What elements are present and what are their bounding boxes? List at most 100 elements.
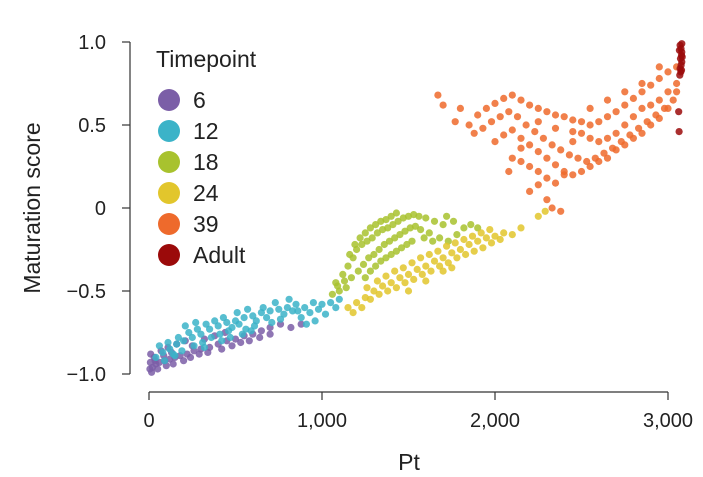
data-point-18 (354, 267, 362, 275)
data-point-12 (171, 352, 179, 360)
data-point-18 (394, 217, 402, 225)
data-point-12 (159, 348, 167, 356)
data-point-39 (629, 134, 638, 142)
data-point-24 (517, 224, 525, 232)
data-point-12 (181, 322, 189, 330)
data-point-12 (321, 310, 330, 318)
data-point-12 (164, 338, 172, 347)
data-point-12 (207, 333, 215, 342)
legend-label-12: 12 (193, 118, 219, 144)
data-point-24 (500, 229, 508, 237)
data-point-24 (425, 250, 433, 259)
data-point-39 (534, 104, 542, 112)
data-point-12 (297, 314, 305, 322)
data-point-12 (219, 314, 227, 322)
data-point-24 (382, 272, 390, 280)
data-point-39 (603, 154, 612, 162)
data-point-39 (655, 63, 663, 71)
data-point-39 (526, 141, 534, 149)
data-point-12 (283, 304, 291, 312)
data-point-adult (677, 66, 686, 74)
data-point-18 (372, 262, 380, 270)
data-point-12 (174, 333, 182, 342)
data-point-39 (451, 118, 459, 126)
data-point-12 (289, 307, 297, 315)
data-point-39 (522, 121, 530, 129)
data-point-18 (403, 240, 411, 249)
data-point-12 (211, 317, 219, 325)
data-point-18 (443, 212, 451, 220)
data-point-12 (233, 309, 241, 317)
data-point-39 (534, 167, 542, 176)
data-point-39 (565, 151, 574, 159)
data-point-6 (266, 330, 274, 338)
data-point-39 (569, 116, 577, 124)
data-point-24 (422, 262, 430, 270)
data-point-39 (577, 118, 586, 126)
data-point-39 (664, 104, 672, 112)
data-point-24 (430, 257, 439, 265)
y-axis-title: Maturation score (19, 122, 45, 293)
data-point-12 (247, 327, 255, 335)
data-point-39 (517, 134, 525, 142)
data-point-18 (420, 234, 428, 242)
data-point-24 (436, 262, 444, 270)
data-point-adult (675, 108, 683, 116)
data-point-39 (603, 113, 612, 121)
data-point-39 (647, 121, 655, 129)
data-point-24 (375, 290, 383, 298)
data-point-18 (344, 262, 352, 270)
data-point-39 (439, 101, 447, 109)
data-point-18 (385, 237, 394, 245)
data-point-6 (154, 365, 162, 373)
data-point-12 (214, 322, 222, 330)
data-point-12 (292, 300, 300, 308)
data-point-18 (358, 240, 366, 249)
data-point-39 (543, 154, 551, 162)
data-point-6 (287, 323, 295, 332)
data-point-39 (621, 121, 629, 129)
x-tick-label: 0 (143, 410, 154, 432)
data-point-39 (638, 129, 646, 137)
data-point-adult (675, 128, 683, 136)
legend-swatch-39 (158, 213, 180, 235)
data-point-39 (600, 149, 608, 157)
data-point-24 (439, 267, 447, 275)
legend-swatch-24 (158, 182, 180, 204)
data-point-18 (328, 290, 336, 298)
data-point-18 (398, 244, 406, 252)
data-point-39 (543, 196, 551, 204)
data-point-18 (359, 260, 368, 268)
data-point-39 (586, 134, 594, 142)
data-point-39 (482, 104, 490, 112)
legend-label-adult: Adult (193, 242, 246, 268)
data-point-39 (548, 141, 556, 149)
data-point-18 (380, 240, 388, 249)
data-point-12 (309, 299, 317, 307)
data-point-6 (169, 360, 177, 368)
data-point-24 (456, 245, 464, 254)
data-point-39 (569, 171, 577, 179)
data-point-adult (678, 40, 686, 48)
data-point-39 (517, 144, 525, 152)
data-point-6 (228, 342, 236, 350)
data-point-24 (477, 229, 485, 237)
data-point-24 (413, 265, 421, 273)
data-point-39 (647, 81, 655, 89)
data-point-39 (595, 157, 603, 166)
data-point-12 (226, 333, 234, 342)
data-point-18 (460, 224, 468, 232)
data-point-18 (401, 227, 409, 235)
y-tick-label: 0 (95, 198, 106, 220)
data-point-24 (387, 279, 395, 287)
data-point-24 (443, 242, 451, 250)
points-layer (146, 40, 686, 376)
data-point-24 (349, 309, 357, 317)
data-point-24 (353, 299, 361, 307)
data-point-39 (534, 148, 542, 156)
data-point-18 (366, 224, 374, 232)
data-point-24 (417, 254, 425, 262)
legend-swatch-6 (158, 89, 180, 111)
data-point-24 (448, 249, 456, 257)
data-point-39 (595, 138, 603, 146)
